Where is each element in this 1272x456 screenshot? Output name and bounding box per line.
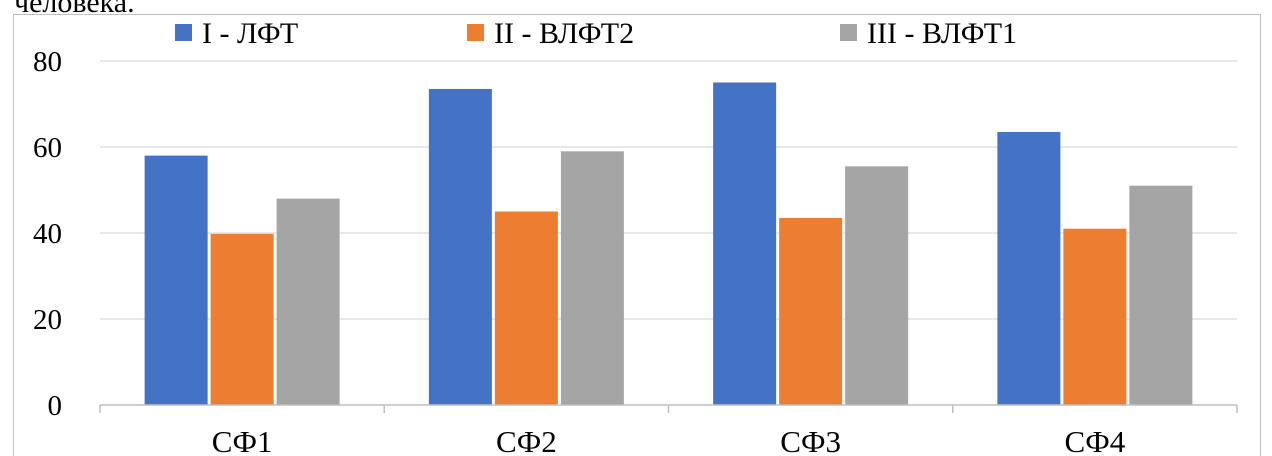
chart-frame [13,14,1261,456]
bar-СФ3-series-3 [845,166,909,405]
bar-СФ3-series-1 [713,82,777,405]
x-category-label: СФ3 [780,424,841,456]
bar-СФ4-series-2 [1063,228,1127,405]
legend-label-series-1: I - ЛФТ [202,17,298,50]
legend-label-series-3: III - ВЛФТ1 [867,17,1017,50]
bar-СФ3-series-2 [779,217,843,405]
x-category-label: СФ1 [212,424,273,456]
x-axis-labels: СФ1 СФ2 СФ3 СФ4 [212,424,1126,456]
x-axis [99,404,1238,413]
legend-label-series-2: II - ВЛФТ2 [494,17,634,50]
y-tick-label: 80 [33,46,62,78]
x-category-label: СФ2 [496,424,557,456]
y-tick-label: 60 [33,132,62,164]
bar-СФ2-series-2 [494,211,558,405]
y-tick-label: 40 [33,218,62,250]
bars [144,82,1193,405]
header-text-fragment: человека. [14,0,135,19]
bar-СФ1-series-1 [144,155,208,405]
legend-swatch-series-2 [467,24,484,41]
bar-СФ1-series-3 [276,198,340,405]
bar-СФ2-series-3 [560,151,624,405]
x-category-label: СФ4 [1065,424,1126,456]
legend: I - ЛФТ II - ВЛФТ2 III - ВЛФТ1 [175,17,1017,50]
y-tick-label: 20 [33,304,62,336]
bar-СФ2-series-1 [428,88,492,405]
legend-swatch-series-1 [175,24,192,41]
bar-СФ4-series-1 [997,131,1061,405]
bar-СФ4-series-3 [1129,185,1193,405]
bar-СФ1-series-2 [210,233,274,405]
legend-swatch-series-3 [840,24,857,41]
y-axis-ticks: 0 20 40 60 80 [33,46,62,422]
y-tick-label: 0 [48,390,63,422]
